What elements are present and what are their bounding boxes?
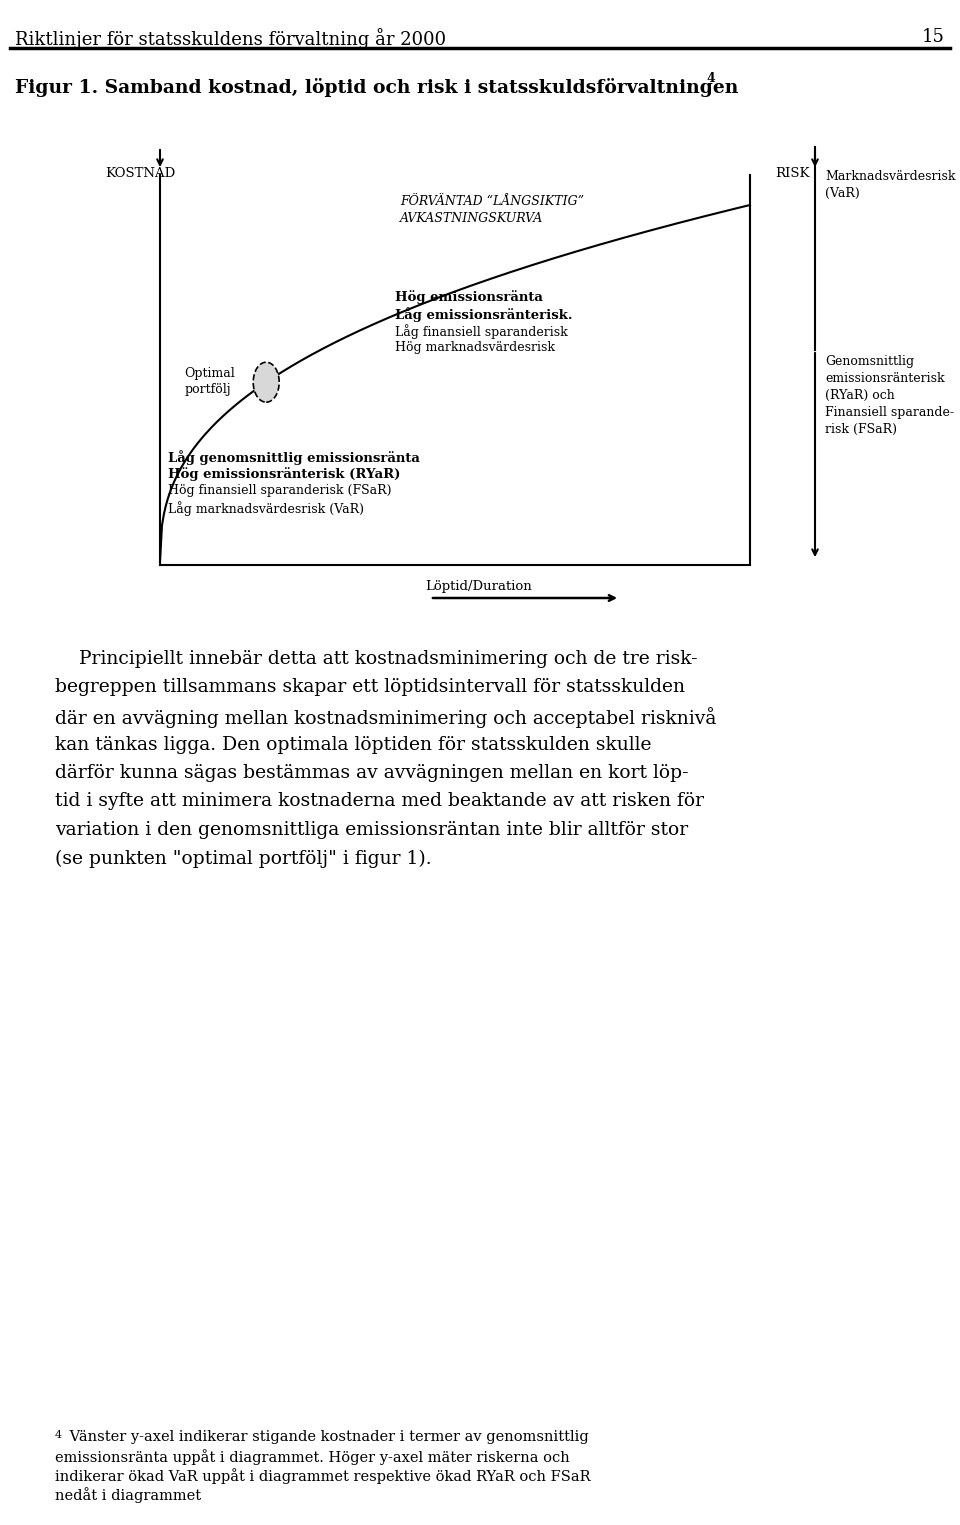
Text: Principiellt innebär detta att kostnadsminimering och de tre risk-: Principiellt innebär detta att kostnadsm… [55,650,698,668]
Ellipse shape [253,363,279,403]
Text: Låg emissionsränterisk.: Låg emissionsränterisk. [395,307,572,322]
Text: KOSTNAD: KOSTNAD [105,168,176,180]
Text: Hög emissionsränterisk (RYaR): Hög emissionsränterisk (RYaR) [168,467,400,480]
Text: 4: 4 [706,72,715,85]
Text: Låg finansiell sparanderisk: Låg finansiell sparanderisk [395,323,567,339]
Text: begreppen tillsammans skapar ett löptidsintervall för statsskulden: begreppen tillsammans skapar ett löptids… [55,679,685,697]
Text: Marknadsvärdesrisk
(VaR): Marknadsvärdesrisk (VaR) [825,169,955,200]
Text: Figur 1. Samband kostnad, löptid och risk i statsskuldsförvaltningen: Figur 1. Samband kostnad, löptid och ris… [15,78,738,98]
Text: där en avvägning mellan kostnadsminimering och acceptabel risknivå: där en avvägning mellan kostnadsminimeri… [55,708,716,727]
Text: (se punkten "optimal portfölj" i figur 1).: (se punkten "optimal portfölj" i figur 1… [55,849,432,868]
Text: nedåt i diagrammet: nedåt i diagrammet [55,1487,202,1502]
Text: Löptid/Duration: Löptid/Duration [425,580,532,593]
Text: variation i den genomsnittliga emissionsräntan inte blir alltför stor: variation i den genomsnittliga emissions… [55,820,688,839]
Text: RISK: RISK [775,168,809,180]
Text: emissionsränta uppåt i diagrammet. Höger y-axel mäter riskerna och: emissionsränta uppåt i diagrammet. Höger… [55,1449,569,1466]
Text: Genomsnittlig
emissionsränterisk
(RYaR) och
Finansiell sparande-
risk (FSaR): Genomsnittlig emissionsränterisk (RYaR) … [825,355,954,436]
Text: Hög marknadsvärdesrisk: Hög marknadsvärdesrisk [395,342,555,354]
Text: kan tänkas ligga. Den optimala löptiden för statsskulden skulle: kan tänkas ligga. Den optimala löptiden … [55,735,652,753]
Text: därför kunna sägas bestämmas av avvägningen mellan en kort löp-: därför kunna sägas bestämmas av avvägnin… [55,764,688,782]
Text: Låg genomsnittlig emissionsränta: Låg genomsnittlig emissionsränta [168,450,420,465]
Text: Hög finansiell sparanderisk (FSaR): Hög finansiell sparanderisk (FSaR) [168,483,392,497]
Text: indikerar ökad VaR uppåt i diagrammet respektive ökad RYaR och FSaR: indikerar ökad VaR uppåt i diagrammet re… [55,1469,590,1484]
Text: Hög emissionsränta: Hög emissionsränta [395,290,542,303]
Text: Riktlinjer för statsskuldens förvaltning år 2000: Riktlinjer för statsskuldens förvaltning… [15,27,446,49]
Text: Vänster y-axel indikerar stigande kostnader i termer av genomsnittlig: Vänster y-axel indikerar stigande kostna… [65,1430,588,1444]
Text: 15: 15 [923,27,945,46]
Text: tid i syfte att minimera kostnaderna med beaktande av att risken för: tid i syfte att minimera kostnaderna med… [55,793,704,810]
Text: 4: 4 [55,1430,62,1440]
Text: Optimal
portfölj: Optimal portfölj [184,368,235,396]
Text: Låg marknadsvärdesrisk (VaR): Låg marknadsvärdesrisk (VaR) [168,502,364,515]
Text: AVKASTNINGSKURVA: AVKASTNINGSKURVA [400,212,543,226]
Text: FÖRVÄNTAD “LÅNGSIKTIG”: FÖRVÄNTAD “LÅNGSIKTIG” [400,195,584,207]
